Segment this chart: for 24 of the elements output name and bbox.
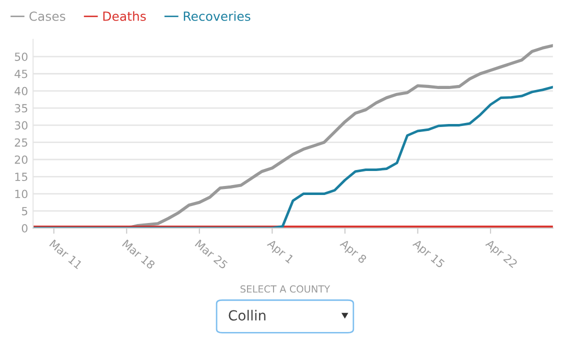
y-tick-label: 35 <box>14 104 28 112</box>
y-tick-label: 25 <box>14 138 28 147</box>
y-tick-label: 50 <box>14 52 28 61</box>
x-tick-label: Mar 18 <box>122 239 156 270</box>
legend-label: Recoveries <box>184 11 250 21</box>
line-series <box>33 86 553 228</box>
legend-label: Cases <box>29 11 66 21</box>
y-tick-label: 0 <box>22 224 28 232</box>
x-tick-label: Mar 25 <box>194 239 228 270</box>
text: Collin <box>228 310 266 321</box>
x-tick-label: Apr 22 <box>484 238 518 270</box>
y-tick-label: 30 <box>14 121 28 130</box>
legend-label: Deaths <box>103 11 146 21</box>
y-tick-label: 15 <box>15 172 28 182</box>
x-tick-label: Apr 8 <box>338 238 368 266</box>
text: SELECT A COUNTY <box>240 285 330 293</box>
x-tick-label: Mar 11 <box>49 239 82 270</box>
y-tick-label: 5 <box>22 207 28 216</box>
y-tick-label: 45 <box>14 70 28 78</box>
y-tick-label: 20 <box>14 155 28 164</box>
x-tick-label: Apr 1 <box>265 238 294 266</box>
y-tick-label: 10 <box>15 190 28 198</box>
x-tick-label: Apr 15 <box>410 238 446 270</box>
y-tick-label: 40 <box>14 86 28 96</box>
